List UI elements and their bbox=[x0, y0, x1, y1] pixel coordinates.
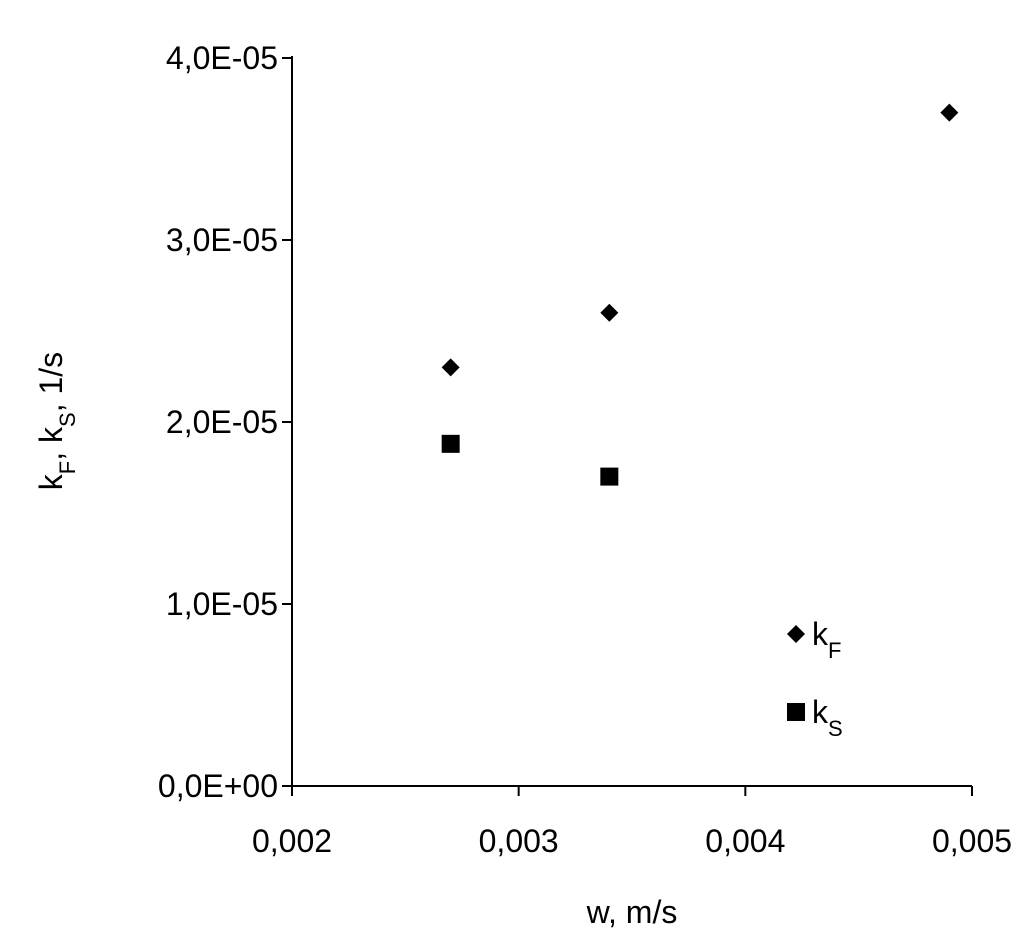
y-tick-label: 0,0E+00 bbox=[158, 768, 278, 804]
x-axis-title: w, m/s bbox=[586, 894, 678, 930]
y-axis-title: kF, kS, 1/s bbox=[33, 352, 80, 490]
x-tick-label: 0,002 bbox=[252, 823, 332, 859]
y-tick-label: 4,0E-05 bbox=[166, 40, 278, 76]
legend-marker-kf bbox=[787, 625, 805, 643]
data-point-kf bbox=[600, 303, 619, 322]
legend-label: kF bbox=[812, 616, 841, 663]
y-tick-label: 1,0E-05 bbox=[166, 586, 278, 622]
legend: kF kS bbox=[787, 616, 843, 741]
data-point-ks bbox=[441, 434, 460, 453]
legend-entry-ks: kS bbox=[787, 694, 843, 741]
axes: 0,0E+00 1,0E-05 2,0E-05 3,0E-05 4,0E-05 0,002… bbox=[158, 40, 1012, 859]
axis-titles: w, m/s kF, kS, 1/s bbox=[33, 352, 677, 930]
legend-label: kS bbox=[812, 694, 843, 741]
legend-entry-kf: kF bbox=[787, 616, 841, 663]
y-tick-label: 3,0E-05 bbox=[166, 222, 278, 258]
data-point-ks bbox=[600, 467, 619, 486]
x-tick-label: 0,003 bbox=[479, 823, 559, 859]
legend-marker-ks bbox=[787, 703, 805, 721]
data-points bbox=[441, 103, 959, 486]
data-point-kf bbox=[441, 358, 460, 377]
x-tick-label: 0,004 bbox=[705, 823, 785, 859]
y-tick-label: 2,0E-05 bbox=[166, 404, 278, 440]
x-tick-label: 0,005 bbox=[932, 823, 1012, 859]
data-point-kf bbox=[940, 103, 959, 122]
